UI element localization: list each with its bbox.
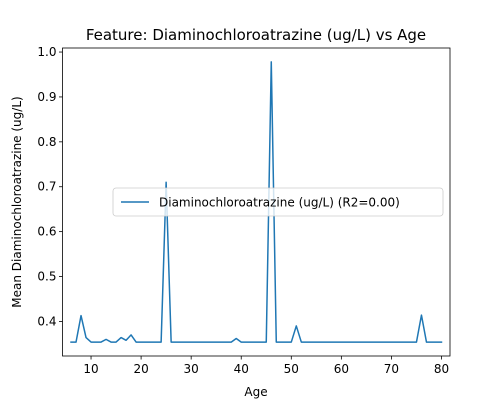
series-line-0 (70, 61, 443, 343)
y-axis: 0.4 0.5 0.6 0.7 0.8 0.9 1.0 (37, 45, 63, 328)
legend: Diaminochloroatrazine (ug/L) (R2=0.00) (112, 187, 444, 217)
legend-label: Diaminochloroatrazine (ug/L) (R2=0.00) (159, 196, 400, 210)
legend-frame (112, 187, 444, 217)
plot-marks (70, 61, 443, 343)
x-axis-label: Age (244, 385, 267, 399)
plot-frame (62, 47, 451, 357)
y-tick-label: 0.7 (37, 180, 56, 194)
y-tick-label: 1.0 (37, 45, 56, 59)
x-tick-label: 30 (184, 362, 199, 376)
chart-title: Feature: Diaminochloroatrazine (ug/L) vs… (86, 26, 426, 44)
y-axis-label: Mean Diaminochloroatrazine (ug/L) (10, 96, 24, 307)
x-tick-label: 40 (234, 362, 249, 376)
y-tick-label: 0.4 (37, 314, 56, 328)
x-tick-label: 20 (133, 362, 148, 376)
x-axis: 10 20 30 40 50 60 70 80 (83, 356, 449, 376)
x-tick-label: 70 (384, 362, 399, 376)
y-tick-label: 0.5 (37, 270, 56, 284)
x-tick-label: 60 (334, 362, 349, 376)
y-tick-label: 0.9 (37, 90, 56, 104)
y-tick-label: 0.6 (37, 225, 56, 239)
x-tick-label: 80 (434, 362, 449, 376)
x-tick-label: 50 (284, 362, 299, 376)
x-tick-label: 10 (83, 362, 98, 376)
y-tick-label: 0.8 (37, 135, 56, 149)
